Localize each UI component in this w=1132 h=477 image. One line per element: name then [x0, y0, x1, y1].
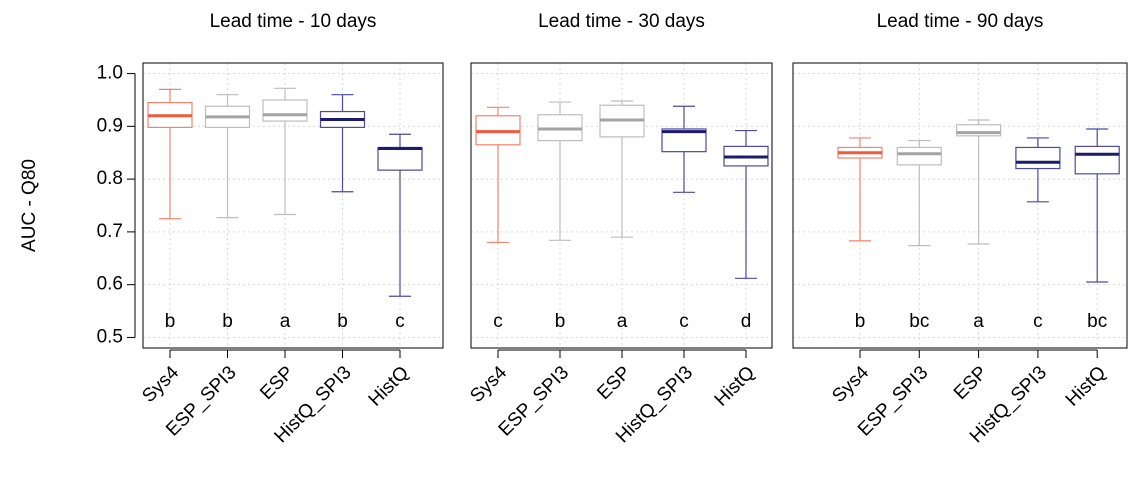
panel-frame [142, 62, 444, 349]
panel-frame [792, 62, 1128, 349]
y-tick-label: 1.0 [97, 63, 123, 84]
group-letter: b [555, 311, 566, 332]
group-letter: c [1033, 311, 1043, 332]
y-tick-label: 0.8 [97, 168, 123, 189]
box [896, 146, 942, 166]
panel-title: Lead time - 90 days [877, 11, 1044, 32]
x-tick-label: HistQ [1062, 362, 1110, 410]
group-letter: c [679, 311, 689, 332]
panel-title: Lead time - 30 days [538, 11, 705, 32]
group-letter: b [165, 311, 176, 332]
y-tick-label: 0.5 [97, 326, 123, 347]
panel-title: Lead time - 10 days [210, 11, 377, 32]
group-letter: a [280, 311, 291, 332]
group-letter: c [493, 311, 503, 332]
x-tick-label: HistQ [365, 362, 413, 410]
group-letter: d [741, 311, 752, 332]
box [262, 99, 308, 122]
y-axis-label: AUC - Q80 [19, 159, 40, 252]
box [661, 128, 707, 153]
group-letter: b [222, 311, 233, 332]
group-letter: c [395, 311, 405, 332]
x-tick-label: Sys4 [138, 362, 183, 407]
x-tick-label: HistQ [711, 362, 759, 410]
group-letter: b [337, 311, 348, 332]
x-tick-label: ESP [593, 362, 635, 404]
y-tick-label: 0.7 [97, 221, 123, 242]
group-letter: a [617, 311, 628, 332]
x-tick-label: Sys4 [466, 362, 511, 407]
group-letter: bc [909, 311, 929, 332]
group-letter: b [855, 311, 866, 332]
box [955, 124, 1002, 137]
y-tick-label: 0.9 [97, 115, 123, 136]
group-letter: a [973, 311, 984, 332]
box [1074, 145, 1120, 175]
group-letter: bc [1087, 311, 1107, 332]
x-tick-label: Sys4 [828, 362, 873, 407]
y-tick-label: 0.6 [97, 274, 123, 295]
x-tick-label: ESP [256, 362, 298, 404]
box [377, 146, 423, 171]
x-tick-label: ESP [950, 362, 992, 404]
panel-frame [470, 62, 773, 349]
box [1015, 146, 1061, 170]
